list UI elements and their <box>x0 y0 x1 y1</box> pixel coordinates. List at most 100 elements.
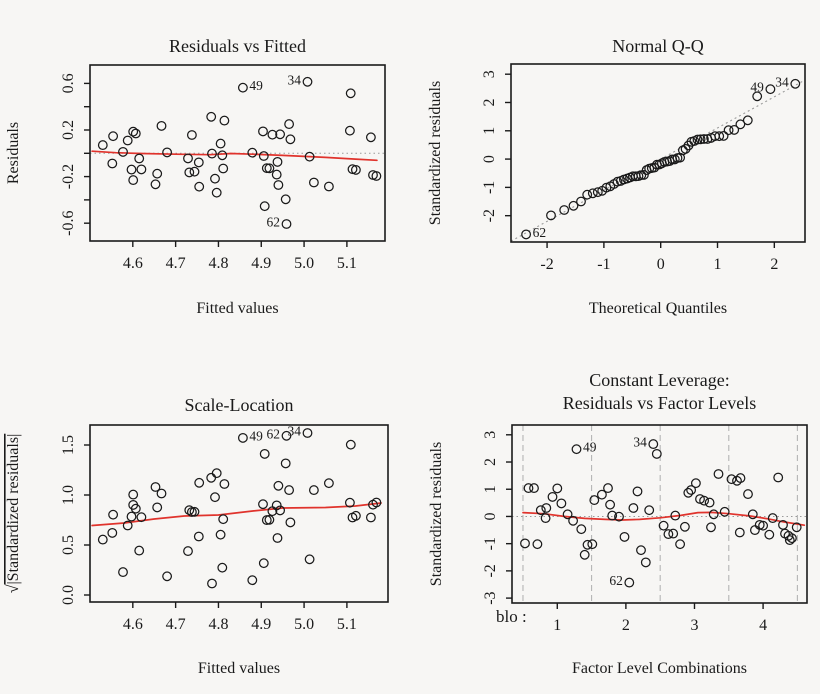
panel-title: Residuals vs Fitted <box>169 36 306 56</box>
data-point <box>632 486 643 497</box>
data-point <box>206 111 217 122</box>
data-point <box>218 514 229 525</box>
data-point <box>273 480 284 491</box>
data-point <box>651 448 662 459</box>
x-tick-label: 4.6 <box>123 616 143 633</box>
y-tick-label: -1 <box>481 181 498 194</box>
y-tick-label: 1.0 <box>60 485 77 505</box>
data-point <box>619 531 630 542</box>
data-point <box>285 517 296 528</box>
data-point <box>264 163 275 174</box>
x-tick-label: 5.0 <box>294 616 314 633</box>
data-point <box>640 557 651 568</box>
data-point <box>758 520 769 531</box>
data-point <box>735 119 746 130</box>
data-point <box>592 187 603 198</box>
data-point <box>723 125 734 136</box>
data-point <box>713 469 724 479</box>
data-point <box>184 505 195 516</box>
data-point <box>194 181 205 192</box>
x-tick-label: 1 <box>714 256 722 273</box>
data-point <box>258 558 269 569</box>
data-point <box>614 511 624 522</box>
data-point <box>247 147 258 158</box>
data-point <box>521 229 532 240</box>
x-tick-label: 5.0 <box>294 255 314 272</box>
x-axis-label: Fitted values <box>196 300 278 317</box>
data-point <box>628 503 639 513</box>
data-point <box>686 485 697 495</box>
data-point <box>596 489 607 500</box>
data-point <box>186 130 197 140</box>
data-point <box>790 78 801 89</box>
data-point <box>582 189 593 200</box>
data-point <box>714 131 725 142</box>
data-point <box>749 525 760 536</box>
y-tick-label: 2 <box>482 458 499 466</box>
data-point <box>649 162 660 173</box>
panel-scale-location: 49 62 34 4.6 4.7 4.8 4.9 5.0 5.1 0.0 0.5 1.0 1.5 Scal… <box>5 395 389 677</box>
data-point <box>523 483 534 494</box>
data-point <box>259 448 270 459</box>
data-point <box>284 485 295 496</box>
data-point <box>520 538 530 549</box>
data-point <box>130 128 141 139</box>
data-point <box>698 134 709 144</box>
data-point <box>675 539 686 550</box>
data-point <box>275 129 286 140</box>
point-label: 49 <box>249 428 263 443</box>
data-point <box>636 545 646 556</box>
data-point <box>281 219 292 229</box>
data-point <box>107 527 118 538</box>
data-point <box>183 546 193 557</box>
data-point <box>535 505 546 516</box>
data-point <box>743 489 753 500</box>
data-point <box>211 187 222 198</box>
data-point <box>258 151 269 161</box>
data-point <box>765 84 776 95</box>
data-point <box>108 131 119 142</box>
data-point <box>193 531 204 542</box>
smoother-line <box>522 511 806 527</box>
data-point <box>742 115 753 126</box>
data-point <box>150 179 161 190</box>
data-point <box>130 503 141 514</box>
y-tick-label: -2 <box>482 564 499 577</box>
y-axis-label: Standardized residuals <box>428 442 445 586</box>
x-tick-label: 4.7 <box>166 255 186 272</box>
data-point <box>690 478 701 489</box>
panel-title: Scale-Location <box>185 395 294 415</box>
x-tick-label: 2 <box>770 256 778 273</box>
data-point <box>568 515 579 526</box>
data-point <box>184 167 195 178</box>
y-axis-label: √|Standardized residuals| <box>5 434 22 594</box>
data-point <box>162 571 173 582</box>
data-point <box>576 524 587 535</box>
y-tick-label: 0 <box>482 512 499 520</box>
y-tick-label: 3 <box>482 431 499 439</box>
data-point <box>118 567 128 578</box>
data-point <box>122 520 133 531</box>
data-point <box>156 120 167 131</box>
data-point <box>350 510 361 521</box>
data-point <box>579 549 590 560</box>
data-point <box>568 200 579 211</box>
x-axis-label: Factor Level Combinations <box>572 660 747 677</box>
data-point <box>193 157 204 168</box>
data-point <box>556 498 567 509</box>
data-point <box>219 479 230 489</box>
point-label: 49 <box>583 440 597 455</box>
data-point <box>767 513 778 524</box>
data-point <box>189 166 200 177</box>
data-point <box>107 158 118 169</box>
data-point <box>267 129 278 140</box>
y-axis-label: Residuals <box>5 122 22 184</box>
data-point <box>207 578 217 589</box>
y-tick-label: 1.5 <box>60 435 77 455</box>
data-point <box>280 458 291 469</box>
point-label: 62 <box>609 573 623 588</box>
data-point <box>304 554 315 565</box>
data-point <box>152 502 163 513</box>
data-point <box>365 512 376 523</box>
